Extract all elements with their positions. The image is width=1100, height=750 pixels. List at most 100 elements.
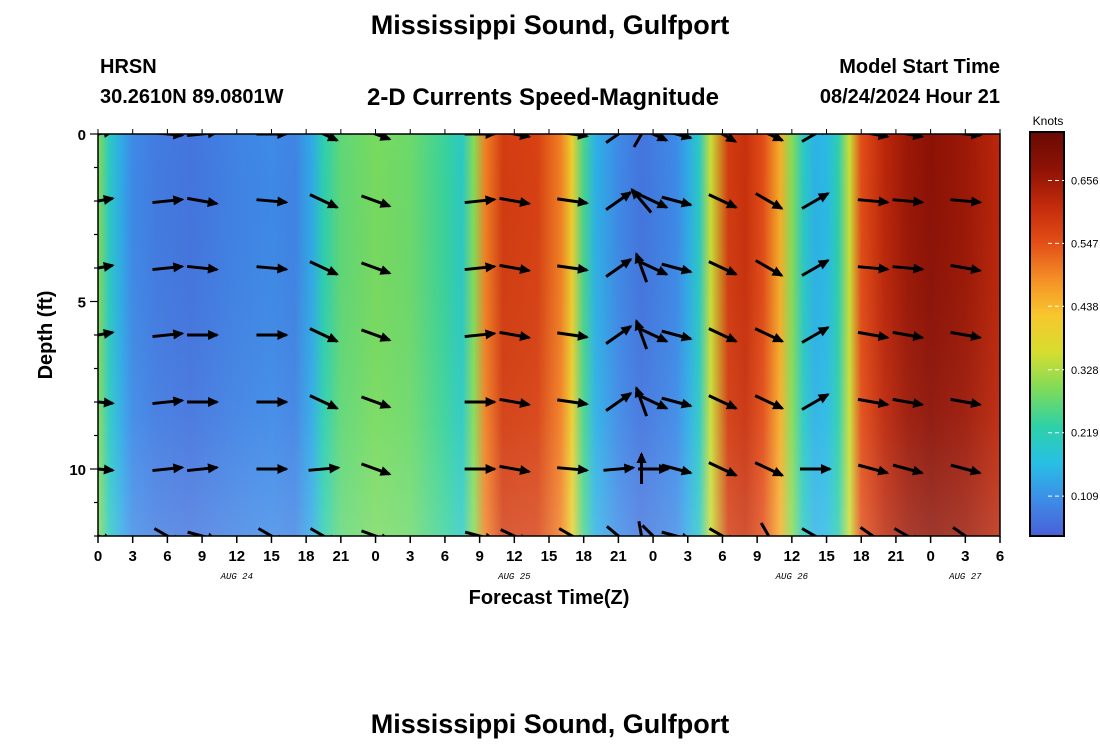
colorbar: Knots 0.109 0.219 0.328 0.438 0.547 0.656 [1029,114,1099,537]
x-tick-label: 15 [263,548,280,565]
current-arrow [152,134,185,140]
current-arrow [98,262,115,272]
x-tick-label: 0 [371,548,379,565]
current-arrow [187,463,219,474]
plot-area [97,133,1001,537]
x-tick-label: 9 [198,548,206,565]
current-arrow [892,397,925,408]
footer-title: Mississippi Sound, Gulfport [370,709,730,739]
current-arrow [557,464,590,475]
current-arrow [950,463,982,476]
current-arrow [152,262,185,273]
x-tick-label: 18 [853,548,870,565]
current-arrow [801,393,830,411]
current-arrow [499,464,532,475]
x-tick-label: 21 [888,548,905,565]
current-arrow [605,258,633,278]
current-arrow [857,397,890,408]
x-tick-label: 18 [298,548,315,565]
current-arrow [557,196,589,207]
current-arrow [256,196,289,207]
date-label: AUG 27 [948,572,982,582]
y-tick-label: 0 [78,127,86,144]
colorbar-tick-label: 0.656 [1071,175,1099,187]
current-arrow [892,263,925,274]
current-arrow [708,327,738,343]
current-arrow [464,195,497,206]
current-arrow [641,524,656,536]
x-tick-label: 12 [506,548,523,565]
current-arrow [256,134,289,139]
current-arrow [187,397,220,407]
current-arrow [892,463,924,476]
current-arrow [499,196,532,207]
x-tick-label: 21 [333,548,350,565]
x-tick-label: 3 [129,548,137,565]
current-arrow [505,134,532,140]
current-arrow [950,263,983,274]
station-id: HRSN [100,56,157,78]
x-tick-label: 9 [475,548,483,565]
x-tick-label: 18 [575,548,592,565]
x-axis: 0 3 6 9 12 15 18 21 0 3 6 9 12 15 18 21 0 3 6 9 12 15 18 21 0 3 6 A… [94,129,1004,582]
x-tick-label: 21 [610,548,627,565]
current-arrow [152,195,185,206]
x-tick-label: 0 [926,548,934,565]
current-arrow [605,392,633,412]
x-tick-label: 6 [996,548,1004,565]
current-arrow [464,329,497,340]
current-arrow [360,395,392,409]
date-label: AUG 26 [775,572,809,582]
current-arrow [661,262,693,275]
current-arrow [256,263,289,274]
current-arrow [799,464,832,474]
current-arrow [801,259,830,277]
current-arrow [950,330,983,341]
x-tick-label: 6 [441,548,449,565]
current-arrow [98,329,115,339]
chart-title: Mississippi Sound, Gulfport [370,10,730,40]
current-arrow [98,134,111,138]
current-arrow [754,461,785,477]
current-arrow [152,396,185,407]
current-arrow [360,194,392,208]
y-axis-label: Depth (ft) [35,291,57,380]
current-arrow [754,327,785,343]
current-arrow [638,327,669,343]
x-tick-label: 3 [406,548,414,565]
current-arrow [708,193,738,209]
current-arrow [892,330,925,341]
current-arrow [801,326,830,344]
chart-subtitle: 2-D Currents Speed-Magnitude [367,84,720,111]
current-arrow [950,134,983,140]
y-axis: 0 5 10 [69,127,98,537]
current-arrow [605,325,633,345]
x-tick-label: 12 [228,548,245,565]
current-arrow [309,260,339,276]
current-arrow [898,134,925,140]
current-arrow [152,463,185,474]
colorbar-tick-label: 0.328 [1071,365,1099,377]
current-arrow [308,463,341,474]
date-label: AUG 25 [497,572,531,582]
current-arrow [950,397,983,408]
y-tick-label: 10 [69,462,86,479]
model-start-label: Model Start Time [839,56,1000,78]
x-tick-label: 9 [753,548,761,565]
x-tick-label: 0 [649,548,657,565]
current-arrow [187,134,217,139]
current-arrow [661,396,693,409]
current-arrow [499,263,532,274]
x-tick-label: 15 [541,548,558,565]
current-arrow [759,522,771,536]
current-arrow [98,464,115,475]
current-arrow [360,462,392,476]
current-arrow [857,196,890,207]
station-coordinates: 30.2610N 89.0801W [100,86,284,108]
current-arrow [605,191,633,211]
x-tick-label: 3 [961,548,969,565]
current-arrow [754,394,785,410]
current-arrow [464,464,497,474]
current-arrow [309,327,339,343]
current-arrow [708,260,738,276]
